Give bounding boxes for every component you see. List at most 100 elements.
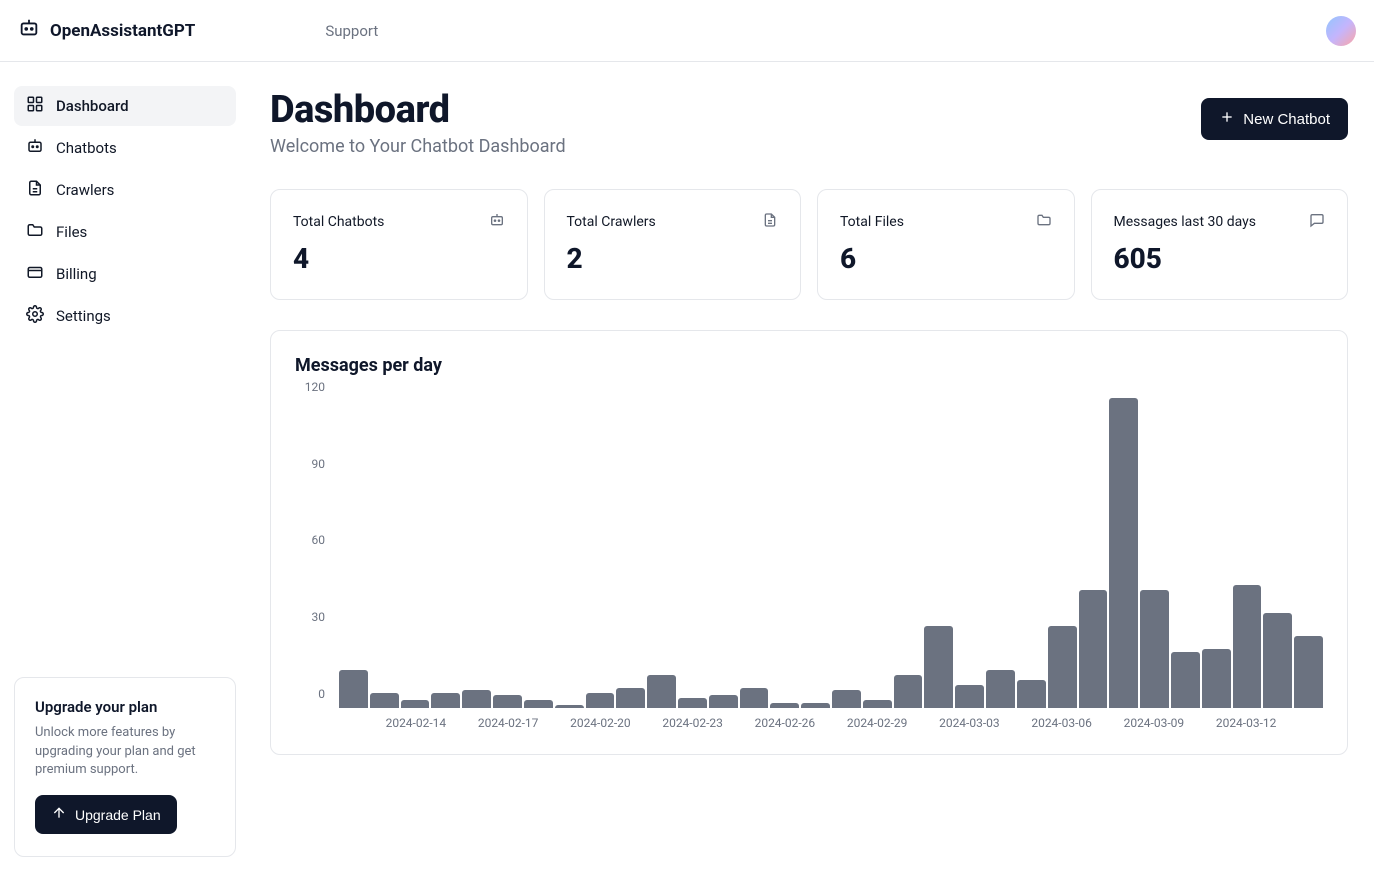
avatar[interactable]: [1326, 16, 1356, 46]
chart-bar: [1294, 636, 1323, 708]
chart-bar: [1202, 649, 1231, 708]
new-chatbot-label: New Chatbot: [1243, 111, 1330, 128]
chart-bar: [524, 700, 553, 708]
sidebar-item-crawlers[interactable]: Crawlers: [14, 170, 236, 210]
stat-value: 2: [567, 242, 779, 275]
chart-x-axis: 2024-02-14 2024-02-17 2024-02-20 2024-02-23…: [339, 712, 1323, 738]
stat-label: Messages last 30 days: [1114, 214, 1256, 230]
chart-x-tick: 2024-03-03: [939, 716, 1000, 730]
support-link[interactable]: Support: [325, 22, 378, 40]
chart-bar: [339, 670, 368, 708]
chart-y-axis: 0306090120: [295, 388, 331, 708]
chart-bar: [555, 705, 584, 708]
chart-bar: [894, 675, 923, 708]
credit-card-icon: [26, 263, 44, 285]
new-chatbot-button[interactable]: New Chatbot: [1201, 98, 1348, 140]
sidebar-item-chatbots[interactable]: Chatbots: [14, 128, 236, 168]
chart-x-tick: 2024-03-09: [1124, 716, 1185, 730]
sidebar-nav: Dashboard Chatbots Crawlers Files Billing Set…: [14, 86, 236, 336]
chatbot-icon: [489, 212, 505, 232]
message-icon: [1309, 212, 1325, 232]
chart-bar: [770, 703, 799, 708]
chart-bar: [1171, 652, 1200, 708]
topbar: OpenAssistantGPT Support: [0, 0, 1374, 62]
chart-bar: [924, 626, 953, 708]
chart-bar: [431, 693, 460, 708]
upgrade-button[interactable]: Upgrade Plan: [35, 795, 177, 834]
sidebar-item-label: Files: [56, 223, 87, 241]
chart-bar: [709, 695, 738, 708]
chart-bar: [1017, 680, 1046, 708]
stat-value: 605: [1114, 242, 1326, 275]
page-header: Dashboard Welcome to Your Chatbot Dashbo…: [270, 88, 1348, 157]
chart-x-tick: 2024-02-20: [570, 716, 631, 730]
brand-name: OpenAssistantGPT: [50, 21, 195, 41]
chart-x-tick: 2024-03-12: [1216, 716, 1277, 730]
chart-x-tick: 2024-02-14: [386, 716, 447, 730]
chart-bar: [647, 675, 676, 708]
main: Dashboard Welcome to Your Chatbot Dashbo…: [250, 62, 1374, 881]
chart-plot: [339, 388, 1323, 708]
stat-label: Total Chatbots: [293, 214, 384, 230]
sidebar-item-label: Billing: [56, 265, 97, 283]
chart-bar: [955, 685, 984, 708]
chart-y-tick: 0: [318, 687, 325, 701]
folder-icon: [1036, 212, 1052, 232]
chart-y-tick: 60: [312, 533, 326, 547]
sidebar-item-files[interactable]: Files: [14, 212, 236, 252]
sidebar: Dashboard Chatbots Crawlers Files Billing Set…: [0, 62, 250, 881]
sidebar-item-billing[interactable]: Billing: [14, 254, 236, 294]
stat-card: Total Chatbots4: [270, 189, 528, 300]
chart-y-tick: 30: [312, 610, 326, 624]
chart-bar: [462, 690, 491, 708]
stat-card: Total Crawlers 2: [544, 189, 802, 300]
chart-bar: [863, 700, 892, 708]
brand-icon: [18, 17, 40, 44]
chart-bar: [1140, 590, 1169, 708]
document-icon: [762, 212, 778, 232]
chart-bar: [1109, 398, 1138, 708]
gear-icon: [26, 305, 44, 327]
chart-x-tick: 2024-02-29: [847, 716, 908, 730]
chart-bar: [740, 688, 769, 708]
chart-bar: [1079, 590, 1108, 708]
chart-title: Messages per day: [295, 355, 1323, 376]
page-subtitle: Welcome to Your Chatbot Dashboard: [270, 136, 566, 157]
chart-x-tick: 2024-02-17: [478, 716, 539, 730]
chart-bar: [616, 688, 645, 708]
upgrade-body: Unlock more features by upgrading your p…: [35, 724, 215, 779]
upgrade-title: Upgrade your plan: [35, 698, 215, 716]
sidebar-item-label: Settings: [56, 307, 111, 325]
sidebar-item-settings[interactable]: Settings: [14, 296, 236, 336]
chart-bar: [678, 698, 707, 708]
chart-x-tick: 2024-03-06: [1031, 716, 1092, 730]
document-icon: [26, 179, 44, 201]
stat-label: Total Files: [840, 214, 904, 230]
upgrade-button-label: Upgrade Plan: [75, 807, 161, 823]
sidebar-item-label: Crawlers: [56, 181, 114, 199]
chart-bar: [1048, 626, 1077, 708]
folder-icon: [26, 221, 44, 243]
chart-x-tick: 2024-02-26: [755, 716, 816, 730]
upgrade-card: Upgrade your plan Unlock more features b…: [14, 677, 236, 857]
chart-y-tick: 120: [305, 380, 325, 394]
sidebar-item-label: Dashboard: [56, 97, 129, 115]
chart-bar: [1233, 585, 1262, 708]
chart-y-tick: 90: [312, 457, 326, 471]
sidebar-item-label: Chatbots: [56, 139, 117, 157]
stats-row: Total Chatbots4 Total Crawlers 2 Total File…: [270, 189, 1348, 300]
brand[interactable]: OpenAssistantGPT: [18, 17, 195, 44]
dashboard-icon: [26, 95, 44, 117]
chart-bar: [401, 700, 430, 708]
sidebar-item-dashboard[interactable]: Dashboard: [14, 86, 236, 126]
chart-bar: [493, 695, 522, 708]
chart-bar: [1263, 613, 1292, 708]
chart-x-tick: 2024-02-23: [662, 716, 723, 730]
stat-card: Total Files 6: [817, 189, 1075, 300]
stat-value: 6: [840, 242, 1052, 275]
chart-bar: [370, 693, 399, 708]
chart-card: Messages per day 0306090120 2024-02-1420…: [270, 330, 1348, 755]
chart: 0306090120 2024-02-142024-02-172024-02-2…: [295, 388, 1323, 738]
stat-label: Total Crawlers: [567, 214, 656, 230]
page-title: Dashboard: [270, 88, 566, 132]
